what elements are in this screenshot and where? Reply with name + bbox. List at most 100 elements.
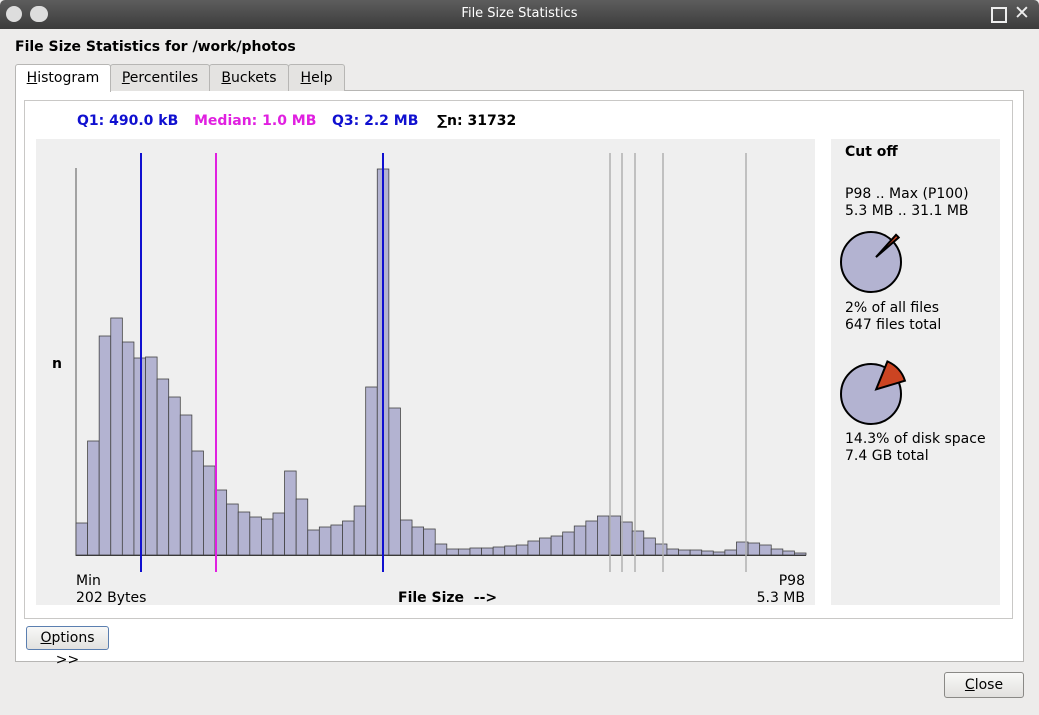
bar (226, 503, 239, 556)
bar (249, 516, 262, 556)
tab-label[interactable]: Percentiles (121, 70, 199, 86)
bar (481, 547, 494, 556)
tab[interactable]: Percentiles (110, 64, 210, 91)
bar (608, 515, 622, 556)
bar (492, 546, 506, 556)
bar (689, 549, 703, 556)
bar (770, 548, 784, 556)
bar (307, 529, 320, 556)
range-label: P98 .. Max (P100) (845, 186, 969, 202)
q3-label: Q3: 2.2 MB (332, 113, 419, 129)
max-label: P98 (778, 573, 805, 589)
bar (550, 535, 564, 556)
space-pie-label: 14.3% of disk space (845, 431, 986, 447)
max-value: 5.3 MB (756, 590, 805, 606)
options-button[interactable]: Options >> (26, 626, 109, 668)
pie-slice (875, 233, 901, 258)
n-label: ∑n: 31732 (437, 113, 517, 129)
heading: File Size Statistics for /work/photos (15, 39, 296, 55)
bar (712, 551, 726, 556)
bar (701, 550, 714, 556)
bar (759, 544, 772, 556)
bar (342, 520, 355, 556)
bar (272, 512, 285, 556)
range-value: 5.3 MB .. 31.1 MB (845, 203, 969, 219)
bar (631, 530, 645, 556)
bar (411, 526, 425, 556)
y-label: n (52, 356, 62, 372)
menu-icon[interactable] (6, 6, 22, 22)
bar (504, 545, 517, 556)
tab-label[interactable]: Help (300, 70, 333, 86)
tab-label[interactable]: Histogram (26, 70, 100, 86)
x-label: File Size --> (398, 590, 498, 606)
close-icon[interactable]: ✕ (1014, 2, 1030, 24)
bar (434, 543, 448, 556)
bar (446, 548, 459, 556)
bar (643, 537, 656, 556)
bar (747, 542, 761, 556)
pin-icon[interactable] (30, 6, 48, 22)
bar (666, 548, 679, 556)
bar (400, 519, 413, 556)
bar (156, 378, 170, 556)
bar (330, 524, 343, 556)
bar (678, 549, 691, 556)
maximize-button[interactable] (991, 7, 1007, 23)
bar (457, 548, 471, 556)
files-pie-label: 2% of all files (845, 300, 940, 316)
bar (515, 544, 529, 556)
bar (284, 470, 297, 556)
q1-label: Q1: 490.0 kB (77, 113, 179, 129)
bar (98, 335, 112, 556)
tab[interactable]: Buckets (209, 64, 289, 91)
bar (318, 526, 332, 556)
bar (388, 407, 401, 556)
button-label[interactable]: Options >> (40, 630, 95, 668)
bar (75, 522, 88, 556)
min-value: 202 Bytes (76, 590, 147, 606)
min-label: Min (76, 573, 101, 589)
bar (87, 440, 100, 556)
tab[interactable]: Help (288, 64, 345, 91)
bar (423, 528, 436, 556)
percentile-lines (609, 153, 747, 572)
close-button[interactable]: Close (944, 672, 1024, 698)
bar (133, 357, 146, 556)
bar (782, 550, 795, 556)
frame (24, 100, 1013, 619)
files-total: 647 files total (845, 317, 942, 333)
bar (353, 505, 367, 556)
bar (260, 518, 274, 556)
title-bar: File Size Statistics ✕ (0, 0, 1039, 29)
bar (585, 520, 598, 556)
bar (295, 498, 309, 556)
bar (724, 549, 737, 556)
bar (573, 525, 587, 556)
bar (654, 543, 668, 556)
bar (237, 511, 251, 556)
space-total: 7.4 GB total (845, 448, 929, 464)
bar (110, 317, 123, 556)
bar (168, 396, 181, 556)
pies (840, 231, 907, 425)
bar (365, 386, 378, 556)
bar (527, 540, 540, 556)
bars (75, 168, 807, 556)
bar (145, 356, 158, 556)
bar (203, 465, 216, 556)
cutoff-title: Cut off (845, 144, 898, 160)
median-label: Median: 1.0 MB (194, 113, 317, 129)
bar (121, 341, 135, 556)
button-label[interactable]: Close (964, 677, 1004, 693)
bar (562, 531, 575, 556)
bar (539, 537, 552, 556)
bar (191, 450, 204, 556)
bar (597, 515, 610, 556)
window-title: File Size Statistics (461, 6, 578, 21)
tab-label[interactable]: Buckets (221, 70, 277, 86)
bar (469, 547, 482, 556)
